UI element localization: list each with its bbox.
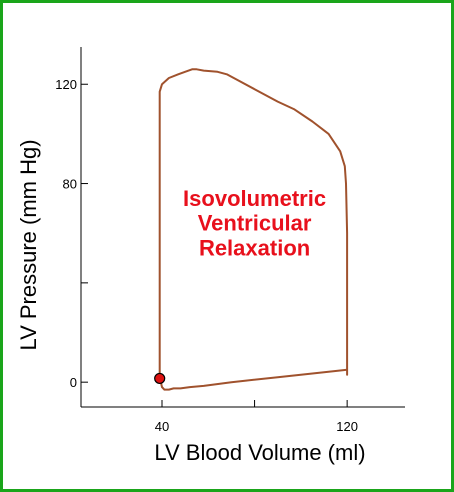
pv-loop-line — [158, 68, 349, 391]
y-axis-title: LV Pressure (mm Hg) — [16, 139, 41, 350]
axes — [80, 47, 405, 408]
annotation-line: Ventricular — [198, 211, 312, 236]
annotation-line: Relaxation — [199, 236, 310, 261]
y-tick-label: 80 — [63, 177, 77, 192]
x-axis-title: LV Blood Volume (ml) — [154, 440, 365, 465]
x-tick-label: 40 — [155, 419, 169, 434]
annotation-line: Isovolumetric — [183, 186, 326, 211]
y-tick-label: 0 — [70, 375, 77, 390]
y-tick-label: 120 — [55, 77, 77, 92]
ticks: 40 120 0 80 120 — [55, 77, 358, 434]
current-point-marker — [154, 372, 166, 385]
x-tick-label: 120 — [336, 419, 358, 434]
plot-area — [154, 68, 349, 391]
